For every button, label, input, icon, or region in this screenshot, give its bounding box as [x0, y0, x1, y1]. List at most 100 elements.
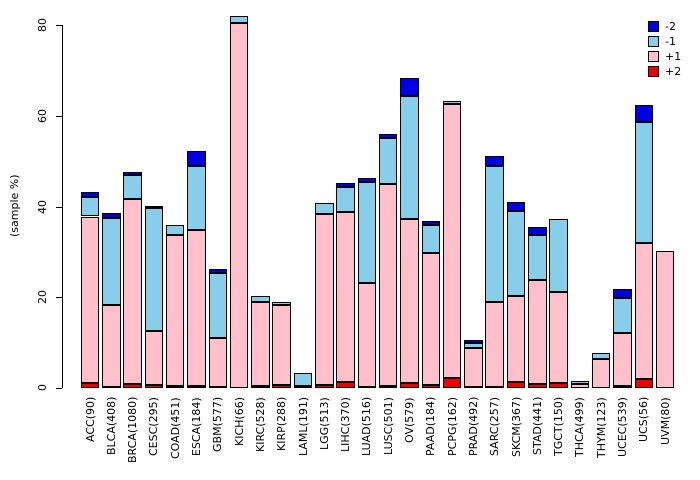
bar-segment-+1	[80, 216, 100, 384]
x-axis-label: KICH(66)	[232, 397, 246, 446]
bar-segment-+1	[315, 214, 334, 385]
x-axis-label: UVM(80)	[658, 397, 672, 445]
legend-row: +1	[648, 51, 681, 62]
y-tick-label: 20	[36, 290, 49, 305]
bar-segment-+2	[336, 381, 355, 388]
bar-segment-+2	[634, 379, 654, 388]
bar-segment-+1	[442, 104, 462, 379]
legend-swatch-icon	[648, 21, 659, 32]
bar-segment-+2	[613, 386, 632, 388]
y-tick-mark	[56, 388, 62, 389]
bar-segment--2	[123, 172, 142, 175]
bar-segment-+1	[229, 22, 249, 388]
bar-segment--2	[464, 340, 483, 344]
bar-segment--1	[272, 301, 291, 306]
x-axis-label: TGCT(150)	[552, 397, 566, 457]
bar-segment--1	[165, 225, 185, 236]
bar-segment--2	[187, 151, 206, 166]
bar-segment-+2	[272, 385, 291, 388]
bar-segment-+1	[591, 358, 611, 388]
x-axis-label: UCS(56)	[637, 397, 651, 443]
bar-segment-+2	[123, 384, 142, 388]
x-axis-label: PCPG(162)	[445, 397, 459, 457]
y-tick-label: 60	[36, 108, 49, 123]
bar-segment--2	[208, 268, 228, 274]
bar-segment-+1	[208, 338, 228, 387]
bar-segment-+2	[378, 385, 398, 388]
x-axis-label: BLCA(408)	[104, 397, 118, 456]
bar-segment--1	[208, 273, 228, 339]
bar-segment-+1	[400, 219, 419, 384]
bar-segment--2	[144, 206, 164, 209]
bar-segment-+1	[506, 295, 526, 382]
bar-segment--1	[421, 225, 441, 254]
bar-segment--2	[421, 221, 441, 226]
y-tick-label: 80	[36, 18, 49, 32]
x-axis-label: STAD(441)	[530, 397, 544, 456]
bar-segment-+1	[165, 235, 185, 387]
bar-segment--1	[357, 182, 377, 284]
x-axis-label: THYM(123)	[594, 397, 608, 458]
x-axis-label: LUSC(501)	[381, 397, 395, 455]
bar-segment-+1	[123, 199, 142, 385]
bar-segment--1	[102, 217, 121, 305]
bar-segment-+1	[485, 301, 504, 387]
x-axis-label: KIRP(288)	[275, 397, 289, 452]
bar-segment-+1	[655, 251, 675, 388]
bar-segment--1	[570, 380, 590, 385]
bar-segment--1	[485, 166, 504, 302]
bar-segment-+1	[421, 253, 441, 385]
x-axis-label: PRAD(492)	[466, 397, 480, 457]
bar-segment-+2	[549, 383, 568, 388]
x-axis-label: LGG(513)	[317, 397, 331, 450]
x-axis-label: LIHC(370)	[339, 397, 353, 452]
bar-segment--2	[80, 191, 100, 197]
bar-segment--1	[251, 296, 270, 302]
bar-segment-+2	[400, 383, 419, 388]
legend-row: -2	[648, 21, 681, 32]
x-axis-label: SARC(257)	[488, 397, 502, 457]
bar-segment-+1	[613, 333, 632, 387]
y-tick-label: 0	[36, 384, 49, 392]
bar-segment--1	[442, 101, 462, 105]
bar-segment-+1	[102, 304, 121, 388]
bar-segment--2	[485, 156, 504, 167]
bar-segment--2	[336, 182, 355, 187]
bar-segment--1	[634, 121, 654, 243]
bar-segment--2	[613, 289, 632, 299]
bar-segment-+1	[293, 385, 313, 388]
x-axis-label: UCEC(539)	[616, 397, 629, 457]
x-axis-label: ESCA(184)	[190, 397, 203, 456]
legend-row: -1	[648, 36, 681, 47]
bar-segment-+2	[315, 384, 334, 388]
bar-segment--1	[144, 208, 164, 332]
bar-segment-+1	[251, 301, 270, 387]
bar-segment--1	[506, 211, 526, 296]
bar-segment--2	[400, 78, 419, 97]
x-axis-label: LUAD(516)	[360, 397, 374, 457]
legend-label: -1	[665, 35, 676, 48]
bar-segment--1	[123, 174, 142, 200]
bar-segment--1	[80, 196, 100, 217]
bar-segment--1	[549, 219, 568, 292]
bar-segment--1	[613, 298, 632, 334]
bar-segment-+1	[357, 283, 377, 387]
y-tick-mark	[56, 25, 62, 26]
y-tick-label: 40	[36, 199, 49, 214]
bar-segment--1	[378, 138, 398, 185]
bar-segment-+1	[272, 305, 291, 386]
x-axis-label: KIRC(528)	[253, 397, 267, 452]
legend-row: +2	[648, 66, 681, 77]
bar-segment--2	[378, 134, 398, 139]
bar-segment--1	[336, 186, 355, 212]
x-axis-label: GBM(577)	[211, 397, 225, 453]
bar-segment-+1	[549, 291, 568, 384]
bar-segment-+1	[570, 384, 590, 388]
bar-segment--2	[357, 177, 377, 183]
x-axis-label: SKCM(367)	[509, 397, 523, 458]
legend-swatch-icon	[648, 36, 659, 47]
bar-segment-+1	[336, 211, 355, 382]
x-axis-label: LAML(191)	[296, 397, 310, 457]
bar-segment-+2	[80, 383, 100, 388]
